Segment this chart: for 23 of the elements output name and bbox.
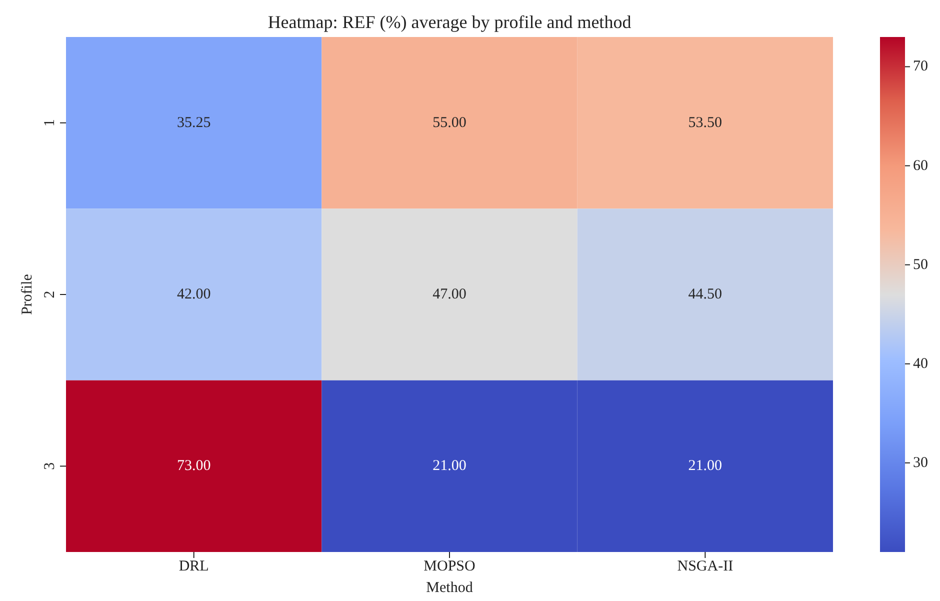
x-tick-label: DRL bbox=[178, 558, 209, 575]
x-axis-title: Method bbox=[426, 580, 474, 596]
color-bar-label: 40 bbox=[913, 356, 928, 372]
data-label: 21.00 bbox=[688, 458, 722, 474]
y-tick-label: 3 bbox=[42, 462, 58, 470]
y-tick-label: 1 bbox=[42, 119, 58, 127]
x-tick-label: MOPSO bbox=[424, 558, 476, 575]
color-bar-label: 30 bbox=[913, 454, 928, 471]
y-axis-title: Profile bbox=[19, 274, 36, 315]
x-tick-label: NSGA-II bbox=[677, 558, 734, 575]
data-label: 44.50 bbox=[688, 286, 722, 302]
chart-title: Heatmap: REF (%) average by profile and method bbox=[266, 12, 632, 33]
data-label: 42.00 bbox=[176, 286, 211, 302]
color-bar-label: 70 bbox=[913, 58, 928, 75]
data-label: 21.00 bbox=[432, 458, 466, 474]
data-label: 73.00 bbox=[176, 458, 211, 474]
data-label: 53.50 bbox=[688, 114, 722, 131]
y-tick-label: 2 bbox=[42, 290, 58, 298]
color-bar-label: 50 bbox=[913, 256, 928, 273]
data-label: 35.25 bbox=[176, 114, 211, 131]
data-label: 47.00 bbox=[432, 286, 466, 302]
data-label: 55.00 bbox=[432, 114, 466, 131]
color-bar-label: 60 bbox=[913, 158, 928, 174]
